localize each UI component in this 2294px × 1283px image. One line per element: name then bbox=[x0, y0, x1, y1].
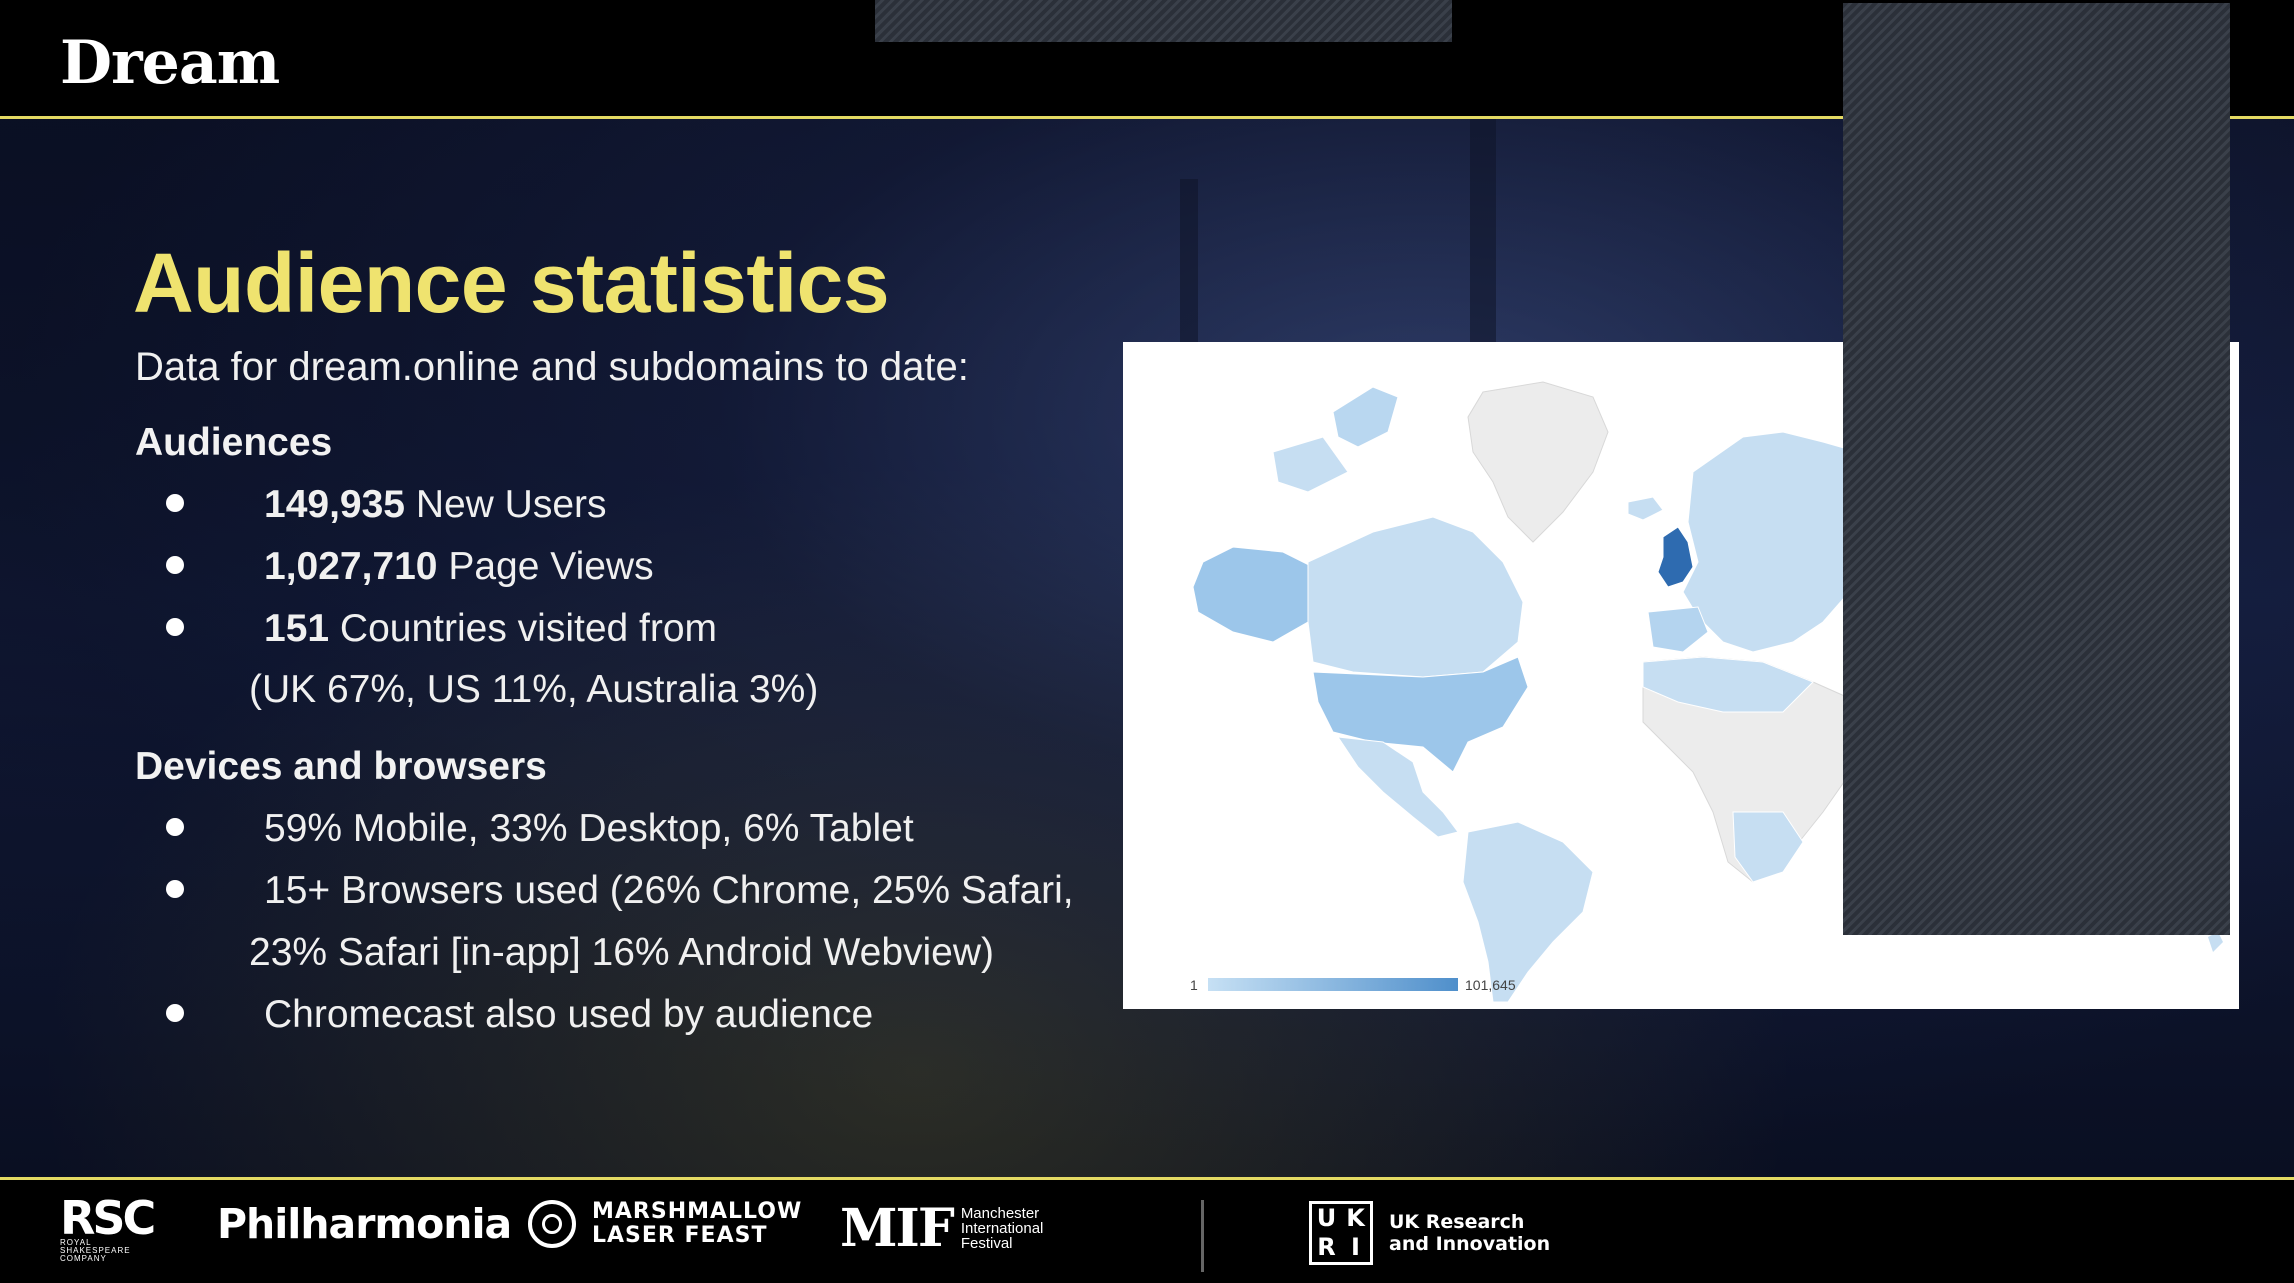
list-item: 1,027,710 Page Views bbox=[166, 545, 654, 589]
map-region-islands bbox=[2208, 932, 2223, 952]
ukri-line: UK Research bbox=[1389, 1211, 1525, 1233]
stat-label: Page Views bbox=[437, 545, 654, 588]
map-region-iberia bbox=[1647, 606, 1709, 653]
list-item: 151 Countries visited from bbox=[166, 607, 717, 651]
bullet-icon bbox=[166, 493, 184, 512]
list-item-continuation: 23% Safari [in-app] 16% Android Webview) bbox=[249, 931, 995, 974]
map-region-arctic-islands bbox=[1332, 386, 1399, 448]
bullet-icon bbox=[166, 817, 184, 836]
redaction-notch bbox=[875, 0, 1452, 42]
mlf-line: LASER FEAST bbox=[592, 1223, 768, 1248]
mlf-ring-icon bbox=[528, 1200, 576, 1248]
map-region-uk bbox=[1657, 526, 1694, 588]
list-item: 15+ Browsers used (26% Chrome, 25% Safar… bbox=[166, 869, 1074, 913]
mif-mark: MIF bbox=[840, 1198, 955, 1259]
slide-title: Audience statistics bbox=[133, 236, 890, 330]
section-heading-devices: Devices and browsers bbox=[135, 745, 547, 788]
ukri-line: and Innovation bbox=[1389, 1233, 1551, 1255]
map-region-canada bbox=[1307, 516, 1524, 678]
map-region-alaska bbox=[1192, 546, 1314, 643]
list-item-continuation: (UK 67%, US 11%, Australia 3%) bbox=[249, 668, 819, 711]
map-region-south-america bbox=[1462, 821, 1594, 1003]
brand-logo: Dream bbox=[60, 28, 280, 98]
mlf-line: MARSHMALLOW bbox=[592, 1199, 803, 1224]
footer-bar bbox=[0, 1177, 2294, 1283]
stat-value: 151 bbox=[264, 607, 330, 650]
list-item-text: Chromecast also used by audience bbox=[264, 993, 874, 1036]
rsc-small-line: ROYAL bbox=[60, 1238, 92, 1247]
list-item: 149,935 New Users bbox=[166, 483, 607, 527]
bullet-icon bbox=[166, 879, 184, 898]
footer-divider bbox=[1201, 1200, 1204, 1272]
map-region-central-america bbox=[1336, 736, 1459, 838]
rsc-mark: RSC bbox=[60, 1191, 156, 1245]
world-map: 1 101,645 bbox=[1190, 381, 2223, 1003]
rsc-small-line: COMPANY bbox=[60, 1254, 107, 1263]
list-item-text: 15+ Browsers used (26% Chrome, 25% Safar… bbox=[264, 869, 1074, 912]
section-heading-audiences: Audiences bbox=[135, 421, 333, 464]
ukri-logo: U K R I UK Research and Innovation bbox=[1309, 1201, 1550, 1265]
map-region-greenland bbox=[1467, 381, 1609, 543]
bullet-icon bbox=[166, 1003, 184, 1022]
map-region-usa bbox=[1312, 656, 1529, 773]
bullet-icon bbox=[166, 617, 184, 636]
stat-value: 1,027,710 bbox=[264, 545, 438, 588]
map-region-africa-north bbox=[1642, 656, 1814, 713]
stat-value: 149,935 bbox=[264, 483, 405, 526]
list-item: 59% Mobile, 33% Desktop, 6% Tablet bbox=[166, 807, 914, 851]
rsc-logo: RSC ROYAL SHAKESPEARE COMPANY bbox=[60, 1191, 156, 1263]
legend-min-label: 1 bbox=[1190, 977, 1198, 993]
slide-subtitle: Data for dream.online and subdomains to … bbox=[135, 345, 969, 389]
mif-logo: MIF Manchester International Festival bbox=[840, 1198, 1043, 1259]
ukri-mark: U K R I bbox=[1309, 1201, 1373, 1265]
legend-max-label: 101,645 bbox=[1465, 977, 1516, 993]
mif-line: Manchester bbox=[960, 1205, 1040, 1222]
map-region-europe bbox=[1682, 431, 1859, 653]
map-region-africa-south bbox=[1732, 811, 1804, 883]
stat-label: Countries visited from bbox=[329, 607, 718, 650]
rsc-small-line: SHAKESPEARE bbox=[60, 1246, 131, 1255]
list-item: Chromecast also used by audience bbox=[166, 993, 873, 1037]
redaction-block bbox=[1843, 3, 2230, 935]
mif-line: International bbox=[960, 1220, 1044, 1237]
map-region-iceland bbox=[1627, 496, 1664, 521]
stat-label: New Users bbox=[404, 483, 607, 526]
map-region-arctic-islands bbox=[1272, 436, 1349, 493]
philharmonia-logo: Philharmonia bbox=[217, 1200, 512, 1248]
marshmallow-laser-feast-logo: MARSHMALLOW LASER FEAST bbox=[528, 1200, 802, 1248]
legend-gradient-bar bbox=[1208, 978, 1458, 991]
bullet-icon bbox=[166, 555, 184, 574]
list-item-text: 59% Mobile, 33% Desktop, 6% Tablet bbox=[264, 807, 914, 850]
mif-line: Festival bbox=[960, 1235, 1013, 1252]
